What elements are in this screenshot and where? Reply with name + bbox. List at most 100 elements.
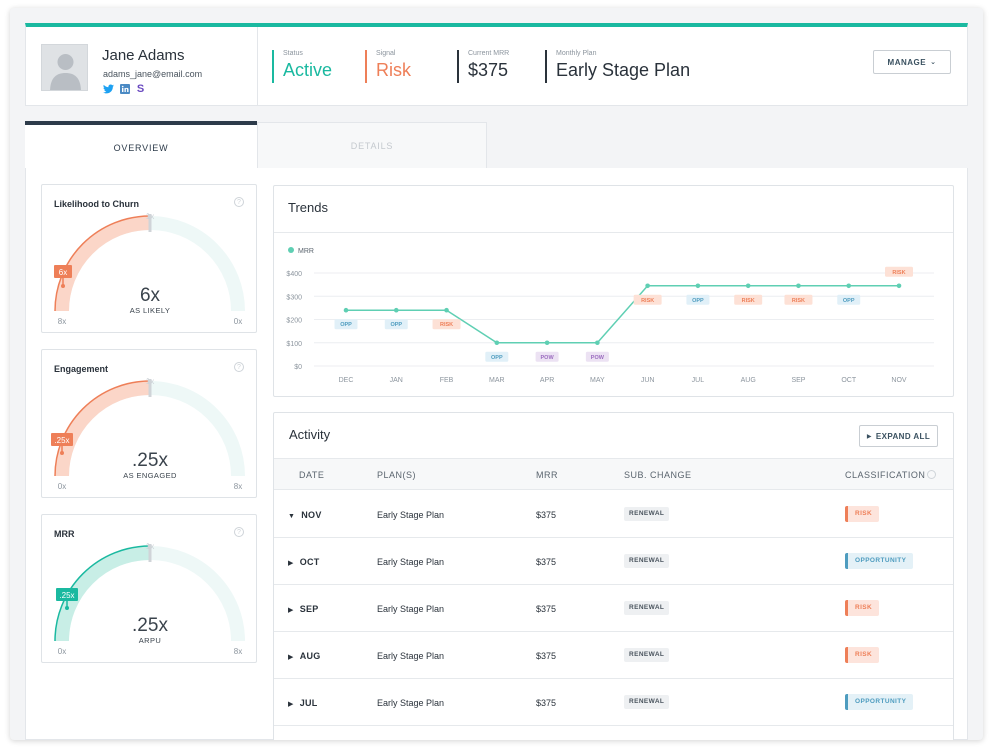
row-plan: Early Stage Plan	[377, 698, 445, 708]
y-tick-label: $400	[286, 271, 302, 278]
event-badge-label: OPP	[390, 322, 402, 328]
caret-right-icon: ▶	[288, 607, 294, 614]
metric-current-mrr: Current MRR $375	[457, 50, 509, 83]
trends-title: Trends	[288, 200, 328, 215]
help-icon[interactable]	[927, 470, 936, 479]
data-point	[846, 283, 852, 289]
manage-button[interactable]: MANAGE ⌄	[873, 50, 951, 74]
data-point	[343, 307, 349, 313]
event-badge-label: RISK	[892, 270, 905, 276]
gauge-engagement: .25x 1x 0x 8x .25x AS ENGAGED	[51, 377, 245, 491]
data-point	[645, 283, 650, 289]
event-badge-label: RISK	[641, 298, 654, 304]
linkedin-icon[interactable]	[119, 83, 130, 94]
event-badge	[485, 351, 509, 362]
y-tick-label: $200	[286, 318, 302, 325]
y-tick-label: $300	[286, 294, 302, 301]
x-tick-label: NOV	[891, 377, 907, 384]
series-line-mrr	[346, 285, 899, 344]
tab-details[interactable]: DETAILS	[257, 122, 487, 169]
event-badge-label: OPP	[491, 355, 503, 361]
event-badge	[585, 351, 609, 362]
data-point	[796, 283, 801, 289]
gauge-min-label: 0x	[58, 482, 66, 491]
activity-title: Activity	[289, 427, 331, 442]
row-month: NOV	[301, 510, 322, 520]
trends-card: Trends MRR $0 $100 $200 $300 $400 DEC JAN FEB MA…	[273, 185, 954, 397]
row-mrr: $375	[536, 698, 557, 708]
event-badge-label: RISK	[792, 298, 805, 304]
tab-label: DETAILS	[350, 140, 394, 151]
row-mrr: $375	[536, 604, 557, 614]
row-date[interactable]: ▶ OCT	[288, 557, 320, 567]
column-header-date[interactable]: DATE	[299, 470, 325, 480]
event-badge-label: OPP	[692, 298, 704, 304]
column-header-plans[interactable]: PLAN(S)	[377, 470, 417, 480]
event-badge	[686, 294, 710, 305]
x-tick-label: JUL	[692, 377, 705, 384]
data-point	[896, 283, 902, 289]
gauge-value: .25x	[132, 450, 168, 471]
table-row[interactable]: ▼ NOV Early Stage Plan $375 RENEWAL RISK	[274, 491, 953, 538]
sub-change-badge: RENEWAL	[624, 648, 670, 662]
play-icon: ▶	[866, 433, 872, 440]
expand-all-button[interactable]: ▶ EXPAND ALL	[859, 425, 938, 447]
gauge-marker-label: .25x	[59, 591, 74, 600]
help-icon[interactable]: ?	[234, 197, 244, 207]
table-row[interactable]: ▶ OCT Early Stage Plan $375 RENEWAL OPPOR…	[274, 538, 953, 585]
table-row[interactable]: ▶ JUL Early Stage Plan $375 RENEWAL OPPOR…	[274, 679, 953, 726]
gauge-min-label: 0x	[58, 647, 66, 656]
event-badge-label: OPP	[843, 298, 855, 304]
table-row[interactable]: ▶ SEP Early Stage Plan $375 RENEWAL RISK	[274, 585, 953, 632]
gauge-card-churn: Likelihood to Churn ? 6x 1x 8x 0x 6x AS …	[41, 184, 257, 333]
activity-card: Activity ▶ EXPAND ALL DATE PLAN(S) MRR S…	[273, 412, 954, 740]
x-tick-label: OCT	[841, 377, 857, 384]
table-row[interactable]: ▶ AUG Early Stage Plan $375 RENEWAL RISK	[274, 632, 953, 679]
help-icon[interactable]: ?	[234, 362, 244, 372]
event-badge	[633, 294, 662, 305]
row-mrr: $375	[536, 651, 557, 661]
data-point	[595, 340, 600, 346]
classification-badge: RISK	[845, 506, 880, 522]
row-mrr: $375	[536, 510, 557, 520]
manage-label: MANAGE	[887, 57, 927, 67]
caret-right-icon: ▶	[288, 654, 294, 661]
tab-label: OVERVIEW	[113, 143, 169, 153]
column-header-mrr[interactable]: MRR	[536, 470, 558, 480]
row-date[interactable]: ▶ JUL	[288, 698, 318, 708]
row-month: SEP	[299, 604, 319, 614]
gauge-value: 6x	[140, 285, 161, 306]
gauge-card-mrr: MRR ? .25x 1x 0x 8x .25x ARPU	[41, 514, 257, 663]
event-badge	[432, 319, 461, 330]
column-header-classification[interactable]: CLASSIFICATION	[845, 470, 926, 480]
x-tick-label: JAN	[390, 377, 403, 384]
metric-value: Early Stage Plan	[556, 60, 691, 80]
gauge-top-label: 1x	[146, 212, 154, 221]
s-icon[interactable]: S	[136, 82, 145, 95]
metric-signal: Signal Risk	[365, 50, 411, 83]
event-badge-label: RISK	[440, 322, 453, 328]
y-tick-label: $0	[294, 364, 302, 371]
legend-swatch	[288, 247, 294, 253]
row-date[interactable]: ▼ NOV	[288, 510, 322, 520]
metric-label: Current MRR	[468, 50, 510, 57]
column-header-sub-change[interactable]: SUB. CHANGE	[624, 470, 692, 480]
classification-badge: OPPORTUNITY	[845, 553, 914, 569]
help-icon[interactable]: ?	[234, 527, 244, 537]
customer-email: adams_jane@email.com	[103, 69, 203, 79]
gauge-max-label: 8x	[234, 647, 242, 656]
x-tick-label: APR	[540, 377, 554, 384]
twitter-icon[interactable]	[103, 83, 114, 94]
row-date[interactable]: ▶ SEP	[288, 604, 319, 614]
x-tick-label: MAR	[489, 377, 505, 384]
row-month: OCT	[299, 557, 320, 567]
event-badge-label: POW	[541, 355, 555, 361]
customer-name: Jane Adams	[102, 47, 185, 64]
x-tick-label: FEB	[440, 377, 454, 384]
gauge-marker-label: 6x	[59, 268, 67, 277]
row-date[interactable]: ▶ AUG	[288, 651, 321, 661]
tab-overview[interactable]: OVERVIEW	[25, 121, 257, 171]
x-tick-label: JUN	[641, 377, 655, 384]
gauge-max-label: 0x	[234, 317, 242, 326]
data-point	[494, 340, 500, 346]
